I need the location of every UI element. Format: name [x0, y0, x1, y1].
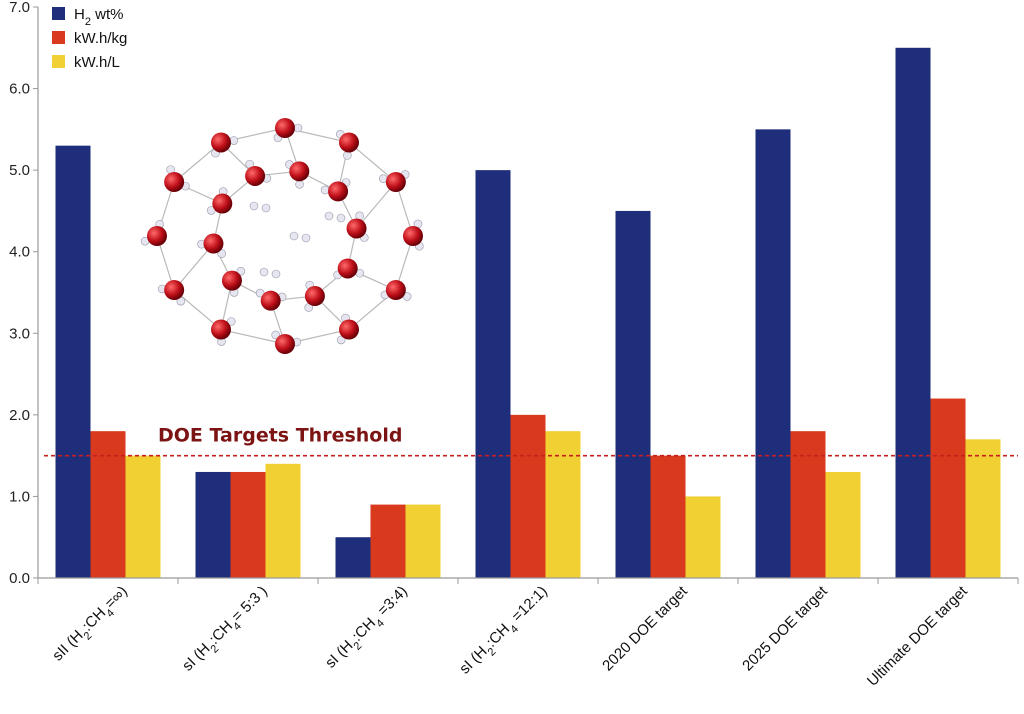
category-label-6: Ultimate DOE target: [864, 582, 972, 690]
category-label-5: 2025 DOE target: [739, 582, 831, 674]
y-tick-label: 5.0: [9, 162, 30, 179]
y-tick-label: 3.0: [9, 325, 30, 342]
bar-h2-wt-4: [615, 210, 651, 578]
bar-kwh-l-0: [125, 455, 161, 578]
category-label-3: sI (H2:CH4 =12:1): [456, 583, 554, 681]
legend-label: H2 wt%: [74, 6, 123, 28]
bar-h2-wt-0: [55, 145, 91, 578]
bar-kwh-l-2: [405, 504, 441, 578]
y-tick-label: 1.0: [9, 488, 30, 505]
cage-atoms: [140, 118, 424, 354]
bar-kwh-kg-0: [90, 431, 126, 578]
y-tick-label: 0.0: [9, 570, 30, 587]
category-label-2: sI (H2:CH4 =3:4): [322, 583, 414, 675]
bar-h2-wt-5: [755, 129, 791, 578]
bar-kwh-l-4: [685, 496, 721, 578]
bar-kwh-kg-2: [370, 504, 406, 578]
bars-group: [55, 47, 1001, 579]
bar-h2-wt-6: [895, 47, 931, 579]
threshold-label: DOE Targets Threshold: [158, 425, 402, 447]
category-label-4: 2020 DOE target: [599, 582, 691, 674]
y-tick-label: 2.0: [9, 407, 30, 424]
bar-kwh-kg-6: [930, 398, 966, 578]
y-tick-label: 7.0: [9, 0, 30, 16]
y-tick-label: 4.0: [9, 244, 30, 261]
legend-label: kW.h/L: [74, 54, 120, 71]
axes-group: 0.0 1.0 2.0 3.0 4.0 5.0 6.0 7.0: [9, 0, 1019, 587]
bar-kwh-kg-4: [650, 455, 686, 578]
category-labels-group: sII (H2:CH4=∞) sI (H2:CH4= 5:3 ) sI (H2:CH…: [49, 582, 971, 690]
category-label-0: sII (H2:CH4=∞): [49, 583, 134, 668]
cage-bonds: [156, 127, 414, 345]
legend: H2 wt% kW.h/kg kW.h/L: [52, 6, 127, 71]
bar-kwh-l-6: [965, 439, 1001, 578]
threshold-group: DOE Targets Threshold: [44, 425, 1018, 457]
bar-h2-wt-1: [195, 471, 231, 578]
y-tick-label: 6.0: [9, 81, 30, 98]
legend-swatch: [52, 31, 65, 44]
bar-kwh-l-5: [825, 471, 861, 578]
bar-kwh-kg-3: [510, 414, 546, 578]
bar-kwh-kg-5: [790, 431, 826, 578]
legend-swatch: [52, 55, 65, 68]
bar-kwh-l-1: [265, 463, 301, 578]
legend-swatch: [52, 7, 65, 20]
bar-kwh-l-3: [545, 431, 581, 578]
bar-kwh-kg-1: [230, 471, 266, 578]
bar-h2-wt-3: [475, 170, 511, 578]
category-label-1: sI (H2:CH4= 5:3 ): [179, 583, 274, 678]
legend-label: kW.h/kg: [74, 30, 127, 47]
bar-h2-wt-2: [335, 537, 371, 578]
clathrate-cage-molecule-illustration: [140, 118, 424, 354]
